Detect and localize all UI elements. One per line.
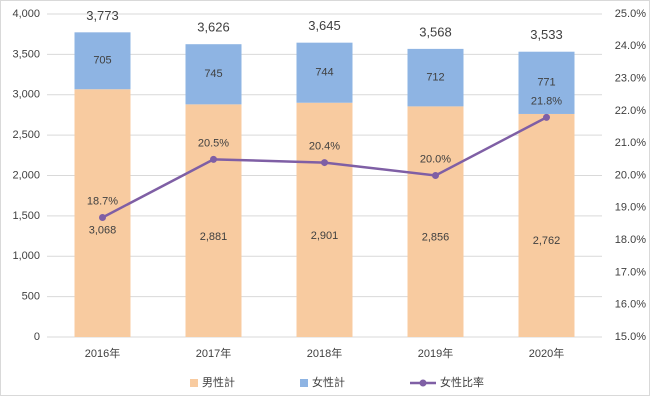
value-label: 745 xyxy=(204,68,222,80)
y-tick-label: 0 xyxy=(34,331,40,343)
y2-tick-label: 24.0% xyxy=(615,40,646,52)
value-label: 20.4% xyxy=(309,140,340,152)
bar-segment xyxy=(185,104,242,337)
y-tick-label: 2,500 xyxy=(12,129,40,141)
total-label: 3,645 xyxy=(308,18,341,33)
value-label: 18.7% xyxy=(87,195,118,207)
bar-segment xyxy=(296,42,353,103)
y-tick-label: 3,500 xyxy=(12,48,40,60)
y2-tick-label: 25.0% xyxy=(615,8,646,20)
y2-tick-label: 20.0% xyxy=(615,169,646,181)
value-label: 2,881 xyxy=(200,231,228,243)
bar-segment xyxy=(407,106,464,338)
y-tick-label: 1,000 xyxy=(12,250,40,262)
value-label: 744 xyxy=(315,67,333,79)
y2-tick-label: 23.0% xyxy=(615,73,646,85)
bar-segment xyxy=(296,102,353,337)
value-label: 3,068 xyxy=(89,224,117,236)
bar-segment xyxy=(518,113,575,337)
y-tick-label: 4,000 xyxy=(12,8,40,20)
legend-swatch xyxy=(300,379,308,387)
total-label: 3,773 xyxy=(86,8,119,23)
total-label: 3,533 xyxy=(530,27,563,42)
legend-label: 女性計 xyxy=(312,375,345,389)
value-label: 2,856 xyxy=(422,232,450,244)
x-tick-label: 2018年 xyxy=(307,346,342,360)
value-label: 2,762 xyxy=(533,235,561,247)
legend-marker xyxy=(419,379,427,387)
y2-tick-label: 22.0% xyxy=(615,105,646,117)
y-tick-label: 500 xyxy=(22,291,40,303)
value-label: 771 xyxy=(537,77,555,89)
line-marker xyxy=(321,159,328,167)
y-tick-label: 1,500 xyxy=(12,210,40,222)
y-tick-label: 2,000 xyxy=(12,169,40,181)
value-label: 705 xyxy=(93,55,111,67)
y2-tick-label: 16.0% xyxy=(615,299,646,311)
value-label: 20.5% xyxy=(198,137,229,149)
bar-segment xyxy=(74,89,131,337)
y2-tick-label: 21.0% xyxy=(615,137,646,149)
x-tick-label: 2020年 xyxy=(529,346,564,360)
legend-label: 男性計 xyxy=(202,375,235,389)
bar-segment xyxy=(407,48,464,107)
total-label: 3,568 xyxy=(419,24,452,39)
legend-swatch xyxy=(190,379,198,387)
total-label: 3,626 xyxy=(197,20,230,35)
line-marker xyxy=(99,213,106,221)
line-marker xyxy=(543,113,550,121)
y2-tick-label: 19.0% xyxy=(615,202,646,214)
y2-tick-label: 15.0% xyxy=(615,331,646,343)
y-tick-label: 3,000 xyxy=(12,89,40,101)
x-tick-label: 2019年 xyxy=(418,346,453,360)
value-label: 712 xyxy=(426,72,444,84)
bar-segment xyxy=(185,44,242,105)
y2-tick-label: 17.0% xyxy=(615,266,646,278)
legend-label: 女性比率 xyxy=(440,375,484,389)
y2-tick-label: 18.0% xyxy=(615,234,646,246)
x-tick-label: 2017年 xyxy=(196,346,231,360)
value-label: 20.0% xyxy=(420,153,451,165)
x-tick-label: 2016年 xyxy=(85,346,120,360)
line-marker xyxy=(432,172,439,179)
value-label: 21.8% xyxy=(531,95,562,107)
line-marker xyxy=(210,155,217,163)
value-label: 2,901 xyxy=(311,230,339,242)
bar-segment xyxy=(518,51,575,114)
bar-segment xyxy=(74,32,131,90)
